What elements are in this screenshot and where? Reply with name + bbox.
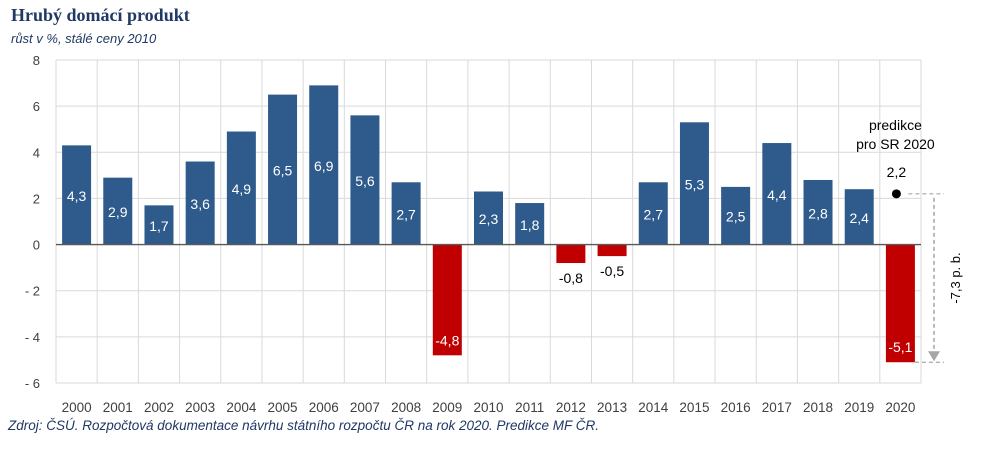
- bar-2011: [515, 203, 545, 245]
- data-label-2016: 2,5: [726, 209, 746, 225]
- bar-2019: [844, 189, 874, 245]
- data-label-2000: 4,3: [67, 188, 87, 204]
- x-tick-label: 2008: [391, 400, 421, 415]
- difference-arrowhead: [928, 351, 940, 362]
- y-tick-label: 8: [33, 53, 40, 68]
- bar-2010: [474, 191, 503, 245]
- bar-2006: [309, 85, 339, 245]
- x-tick-label: 2003: [185, 400, 215, 415]
- data-label-2020: -5,1: [888, 339, 912, 355]
- chart-title: Hrubý domácí produkt: [11, 5, 190, 25]
- data-label-2002: 1,7: [149, 218, 169, 234]
- data-label-2012: -0,8: [559, 270, 583, 286]
- data-label-2011: 1,8: [520, 217, 540, 233]
- x-tick-label: 2011: [515, 400, 544, 415]
- data-label-2003: 3,6: [190, 196, 210, 212]
- y-tick-label: 6: [33, 99, 40, 114]
- x-tick-label: 2013: [597, 400, 627, 415]
- y-tick-label: - 4: [25, 330, 40, 345]
- x-tick-label: 2005: [268, 400, 298, 415]
- data-label-2018: 2,8: [808, 205, 828, 221]
- data-label-2005: 6,5: [273, 163, 293, 179]
- x-tick-label: 2010: [473, 400, 503, 415]
- x-tick-label: 2020: [885, 400, 915, 415]
- bar-2017: [762, 143, 792, 245]
- data-label-2014: 2,7: [644, 206, 664, 222]
- data-label-2001: 2,9: [108, 204, 128, 220]
- bar-2014: [638, 182, 668, 245]
- y-tick-label: 0: [33, 238, 40, 253]
- data-label-2017: 4,4: [767, 187, 787, 203]
- data-label-2010: 2,3: [479, 211, 499, 227]
- data-label-2009: -4,8: [435, 332, 459, 348]
- prediction-marker: [891, 189, 901, 199]
- bar-2007: [350, 115, 380, 245]
- source-note: Zdroj: ČSÚ. Rozpočtová dokumentace návrh…: [8, 418, 600, 433]
- bar-2003: [185, 161, 215, 245]
- data-label-2015: 5,3: [685, 176, 705, 192]
- bar-2013: [597, 244, 627, 257]
- bar-2016: [721, 186, 751, 245]
- x-tick-label: 2002: [144, 400, 174, 415]
- data-label-2007: 5,6: [355, 173, 375, 189]
- prediction-text-line2: pro SR 2020: [856, 136, 935, 152]
- data-label-2006: 6,9: [314, 158, 334, 174]
- prediction-value-label: 2,2: [887, 164, 907, 180]
- data-label-2004: 4,9: [232, 181, 252, 197]
- y-tick-label: - 6: [25, 376, 40, 391]
- bar-2005: [268, 94, 298, 245]
- x-tick-label: 2000: [62, 400, 92, 415]
- x-tick-label: 2001: [103, 400, 133, 415]
- x-tick-label: 2006: [309, 400, 339, 415]
- x-tick-label: 2019: [844, 400, 874, 415]
- bar-2020: [885, 244, 915, 363]
- y-tick-label: 4: [33, 145, 40, 160]
- x-tick-label: 2018: [803, 400, 833, 415]
- bar-2012: [556, 244, 586, 264]
- x-tick-label: 2004: [226, 400, 257, 415]
- x-tick-label: 2016: [721, 400, 751, 415]
- bar-2000: [62, 145, 92, 245]
- data-label-2008: 2,7: [396, 206, 416, 222]
- x-tick-label: 2014: [638, 400, 669, 415]
- data-label-2019: 2,4: [849, 210, 869, 226]
- difference-label: -7,3 p. b.: [948, 252, 963, 303]
- bar-2009: [432, 244, 462, 356]
- bar-2004: [226, 131, 256, 245]
- chart-subtitle: růst v %, stálé ceny 2010: [11, 31, 157, 46]
- x-tick-label: 2012: [556, 400, 586, 415]
- x-tick-label: 2017: [762, 400, 792, 415]
- bar-2018: [803, 179, 833, 245]
- bar-2015: [679, 122, 709, 245]
- data-label-2013: -0,5: [600, 263, 624, 279]
- bar-2001: [103, 177, 133, 245]
- x-tick-label: 2007: [350, 400, 380, 415]
- y-tick-label: - 2: [25, 284, 40, 299]
- bar-2002: [144, 205, 174, 245]
- x-tick-label: 2015: [679, 400, 709, 415]
- prediction-text-line1: predikce: [869, 117, 922, 133]
- bar-2008: [391, 182, 421, 245]
- y-tick-label: 2: [33, 191, 40, 206]
- x-tick-label: 2009: [432, 400, 462, 415]
